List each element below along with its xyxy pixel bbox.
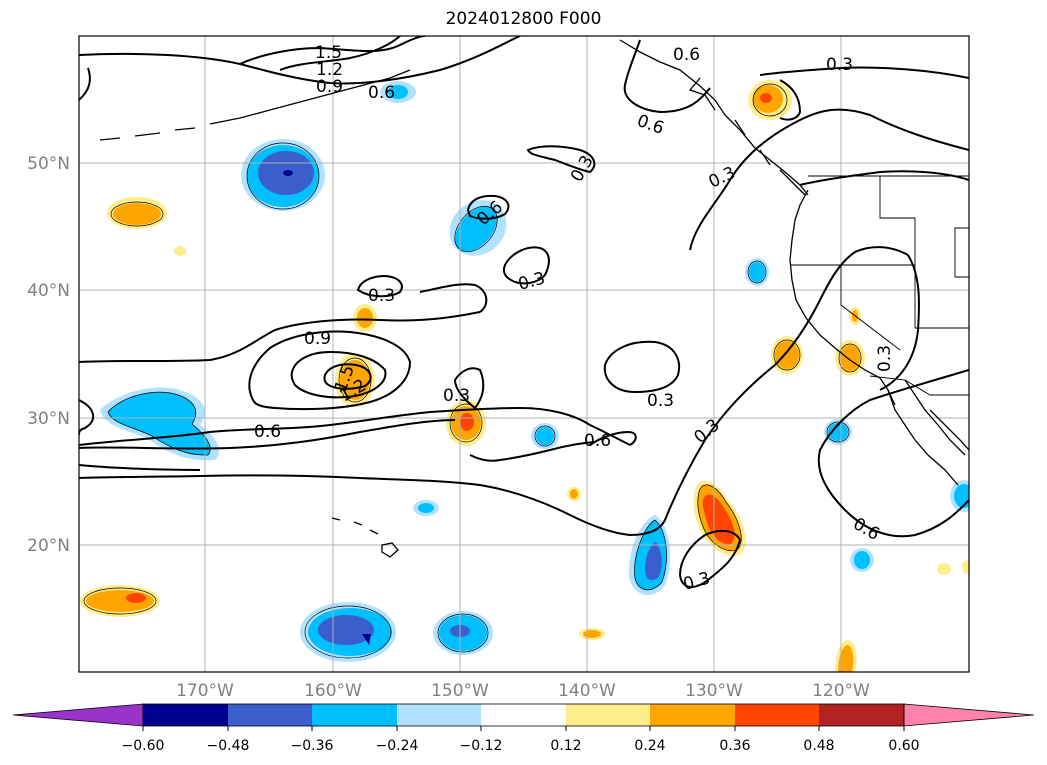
lat-label: 50°N bbox=[27, 154, 70, 174]
colorbar-segment bbox=[735, 704, 819, 726]
state-borders bbox=[790, 175, 969, 396]
colorbar-tick-label: −0.36 bbox=[291, 738, 334, 754]
map-frame bbox=[78, 35, 970, 673]
contour-label: 0.9 bbox=[316, 77, 343, 97]
contour-label: 0.3 bbox=[368, 286, 395, 306]
contour-label: 0.3 bbox=[875, 345, 895, 372]
colorbar-tick-label: −0.24 bbox=[376, 738, 419, 754]
contour-label: 1.2 bbox=[316, 60, 343, 80]
lon-label: 150°W bbox=[431, 681, 489, 701]
lon-label: 140°W bbox=[558, 681, 616, 701]
colorbar-segment bbox=[481, 704, 566, 726]
lon-label: 170°W bbox=[176, 681, 234, 701]
latitude-labels: 50°N 40°N 30°N 20°N bbox=[27, 154, 70, 556]
colorbar-tick-label: −0.60 bbox=[122, 738, 165, 754]
coastlines bbox=[99, 39, 969, 558]
colorbar-extend-low bbox=[12, 703, 144, 727]
colorbar-segment bbox=[397, 704, 481, 726]
lon-label: 120°W bbox=[812, 681, 870, 701]
colorbar-tick-label: −0.12 bbox=[460, 738, 503, 754]
contour-label: 0.3 bbox=[826, 55, 853, 75]
colorbar-segment bbox=[650, 704, 735, 726]
lat-label: 30°N bbox=[27, 409, 70, 429]
map-title: 2024012800 F000 bbox=[445, 9, 602, 29]
contour-lines bbox=[79, 36, 969, 588]
contour-label: 0.9 bbox=[304, 329, 331, 349]
colorbar-tick-label: 0.36 bbox=[719, 738, 750, 754]
gridlines bbox=[79, 36, 969, 672]
colorbar-tick-label: 0.12 bbox=[550, 738, 581, 754]
longitude-labels: 170°W 160°W 150°W 140°W 130°W 120°W bbox=[176, 681, 870, 701]
colorbar-extend-high bbox=[903, 703, 1035, 727]
colorbar-segment bbox=[566, 704, 650, 726]
shaded-anomalies bbox=[80, 80, 969, 672]
colorbar: −0.60 −0.48 −0.36 −0.24 −0.12 0.12 0.24 … bbox=[12, 703, 1035, 754]
lat-label: 40°N bbox=[27, 281, 70, 301]
lon-label: 130°W bbox=[685, 681, 743, 701]
colorbar-segment bbox=[143, 704, 228, 726]
colorbar-segment bbox=[228, 704, 312, 726]
contour-label: 0.3 bbox=[443, 386, 470, 406]
colorbar-tick-label: 0.60 bbox=[888, 738, 919, 754]
colorbar-tick-label: 0.48 bbox=[803, 738, 834, 754]
lat-label: 20°N bbox=[27, 536, 70, 556]
contour-label: 1.5 bbox=[315, 43, 342, 63]
map-content: 1.5 1.2 0.9 0.6 0.6 0.6 0.3 0.6 0.3 0.3 … bbox=[79, 36, 969, 672]
colorbar-segment bbox=[312, 704, 397, 726]
contour-label: 0.6 bbox=[673, 45, 700, 65]
colorbar-tick-label: 0.24 bbox=[634, 738, 665, 754]
contour-label: 0.6 bbox=[584, 431, 611, 451]
shaded-outlines bbox=[83, 83, 862, 659]
contour-label: 0.6 bbox=[254, 422, 281, 442]
lon-label: 160°W bbox=[304, 681, 362, 701]
contour-label: 0.3 bbox=[647, 391, 674, 411]
colorbar-segment bbox=[819, 704, 904, 726]
contour-label: 0.6 bbox=[368, 83, 395, 103]
colorbar-tick-label: −0.48 bbox=[207, 738, 250, 754]
